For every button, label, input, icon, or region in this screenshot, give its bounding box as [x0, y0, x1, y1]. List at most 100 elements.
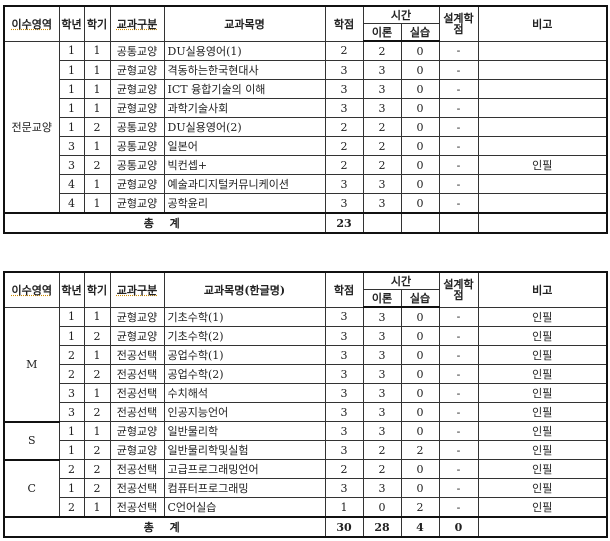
course-name-cell: 일반물리학: [163, 421, 326, 441]
theory-cell: 3: [362, 326, 402, 346]
theory-cell: 3: [362, 364, 402, 384]
year-cell: 1: [58, 79, 85, 99]
type-cell: 균형교양: [109, 79, 165, 99]
header-year: 학년: [58, 5, 85, 42]
year-cell: 2: [58, 345, 85, 365]
theory-cell: 3: [362, 345, 402, 365]
header-time: 시간: [362, 5, 440, 24]
course-name-cell: 고급프로그래밍언어: [163, 459, 326, 479]
credit-cell: 1: [324, 497, 364, 518]
design-cell: -: [438, 174, 479, 194]
note-cell: [477, 136, 608, 156]
course-name-cell: C언어실습: [163, 497, 326, 518]
credit-cell: 2: [324, 136, 364, 156]
note-cell: 인필: [477, 440, 608, 460]
practice-cell: 0: [400, 421, 440, 441]
course-name-cell: 기초수학(1): [163, 306, 326, 327]
practice-cell: 0: [400, 60, 440, 80]
year-cell: 3: [58, 402, 85, 422]
design-cell: -: [438, 117, 479, 137]
course-name-cell: 인공지능언어: [163, 402, 326, 422]
credit-cell: 2: [324, 40, 364, 61]
practice-cell: 0: [400, 40, 440, 61]
header-semester: 학기: [83, 271, 111, 308]
practice-cell: 0: [400, 117, 440, 137]
theory-cell: 2: [362, 136, 402, 156]
year-cell: 4: [58, 174, 85, 194]
header-design: 설계학점: [438, 5, 479, 42]
semester-cell: 1: [83, 193, 111, 214]
credit-cell: 3: [324, 440, 364, 460]
table-row: 1 1 균형교양 과학기술사회 3 3 0-: [4, 98, 608, 118]
year-cell: 1: [58, 306, 85, 327]
total-credit: 30: [324, 516, 364, 538]
design-cell: -: [438, 306, 479, 327]
total-practice: 4: [400, 516, 440, 538]
note-cell: 인필: [477, 326, 608, 346]
table-row: 1 1 균형교양 격동하는한국현대사 3 3 0-: [4, 60, 608, 80]
header-semester: 학기: [83, 5, 111, 42]
note-cell: [477, 60, 608, 80]
note-cell: [477, 40, 608, 61]
course-name-cell: 공학윤리: [163, 193, 326, 214]
table-row: 2 2 전공선택 공업수학(2) 3 3 0- 인필: [4, 364, 608, 384]
total-label: 총 계: [3, 212, 326, 234]
year-cell: 3: [58, 383, 85, 403]
header-practice: 실습: [400, 289, 440, 308]
credit-cell: 3: [324, 98, 364, 118]
note-cell: 인필: [477, 478, 608, 498]
year-cell: 1: [58, 440, 85, 460]
type-cell: 공통교양: [109, 155, 165, 175]
credit-cell: 3: [324, 60, 364, 80]
header-area: 이수영역: [3, 271, 60, 308]
semester-cell: 1: [83, 383, 111, 403]
semester-cell: 1: [83, 174, 111, 194]
semester-cell: 1: [83, 497, 111, 518]
theory-cell: 3: [362, 174, 402, 194]
course-name-cell: 예술과디지털커뮤니케이션: [163, 174, 326, 194]
theory-cell: 3: [362, 98, 402, 118]
year-cell: 1: [58, 421, 85, 441]
design-cell: -: [438, 497, 479, 518]
year-cell: 3: [58, 155, 85, 175]
total-label: 총 계: [3, 516, 326, 538]
credit-cell: 2: [324, 459, 364, 479]
theory-cell: 2: [362, 459, 402, 479]
header-credit: 학점: [324, 5, 364, 42]
semester-cell: 2: [83, 364, 111, 384]
practice-cell: 0: [400, 402, 440, 422]
semester-cell: 1: [83, 98, 111, 118]
total-theory: [362, 212, 402, 234]
course-name-cell: 공업수학(2): [163, 364, 326, 384]
type-cell: 균형교양: [109, 306, 165, 327]
type-cell: 균형교양: [109, 193, 165, 214]
course-name-cell: 컴퓨터프로그래밍: [163, 478, 326, 498]
table-row: 1 2 균형교양 기초수학(2) 3 3 0- 인필: [4, 326, 608, 346]
header-practice: 실습: [400, 23, 440, 42]
credit-cell: 3: [324, 306, 364, 327]
credit-cell: 3: [324, 345, 364, 365]
practice-cell: 0: [400, 459, 440, 479]
curriculum-table-major: 이수영역 학년 학기 교과구분 교과목명(한글명) 학점 시간 설계학점 비고 …: [3, 271, 608, 538]
type-cell: 공통교양: [109, 136, 165, 156]
note-cell: 인필: [477, 155, 608, 175]
note-cell: 인필: [477, 364, 608, 384]
year-cell: 4: [58, 193, 85, 214]
design-cell: -: [438, 60, 479, 80]
area-cell: 전문교양: [3, 40, 60, 214]
curriculum-table-general: 이수영역 학년 학기 교과구분 교과목명 학점 시간 설계학점 비고 이론 실습…: [3, 5, 608, 234]
credit-cell: 3: [324, 79, 364, 99]
course-name-cell: ICT 융합기술의 이해: [163, 79, 326, 99]
practice-cell: 0: [400, 136, 440, 156]
type-cell: 전공선택: [109, 459, 165, 479]
table-row: 1 2 균형교양 일반물리학및실험 3 2 2- 인필: [4, 440, 608, 460]
practice-cell: 0: [400, 306, 440, 327]
theory-cell: 2: [362, 155, 402, 175]
course-name-cell: 격동하는한국현대사: [163, 60, 326, 80]
table-row: 2 1 전공선택 C언어실습 1 0 2- 인필: [4, 497, 608, 518]
note-cell: 인필: [477, 421, 608, 441]
header-time: 시간: [362, 271, 440, 290]
table-row: C 2 2 전공선택 고급프로그래밍언어 2 2 0- 인필: [3, 459, 608, 518]
theory-cell: 3: [362, 306, 402, 327]
table-row: 1 1 균형교양 ICT 융합기술의 이해 3 3 0-: [4, 79, 608, 99]
